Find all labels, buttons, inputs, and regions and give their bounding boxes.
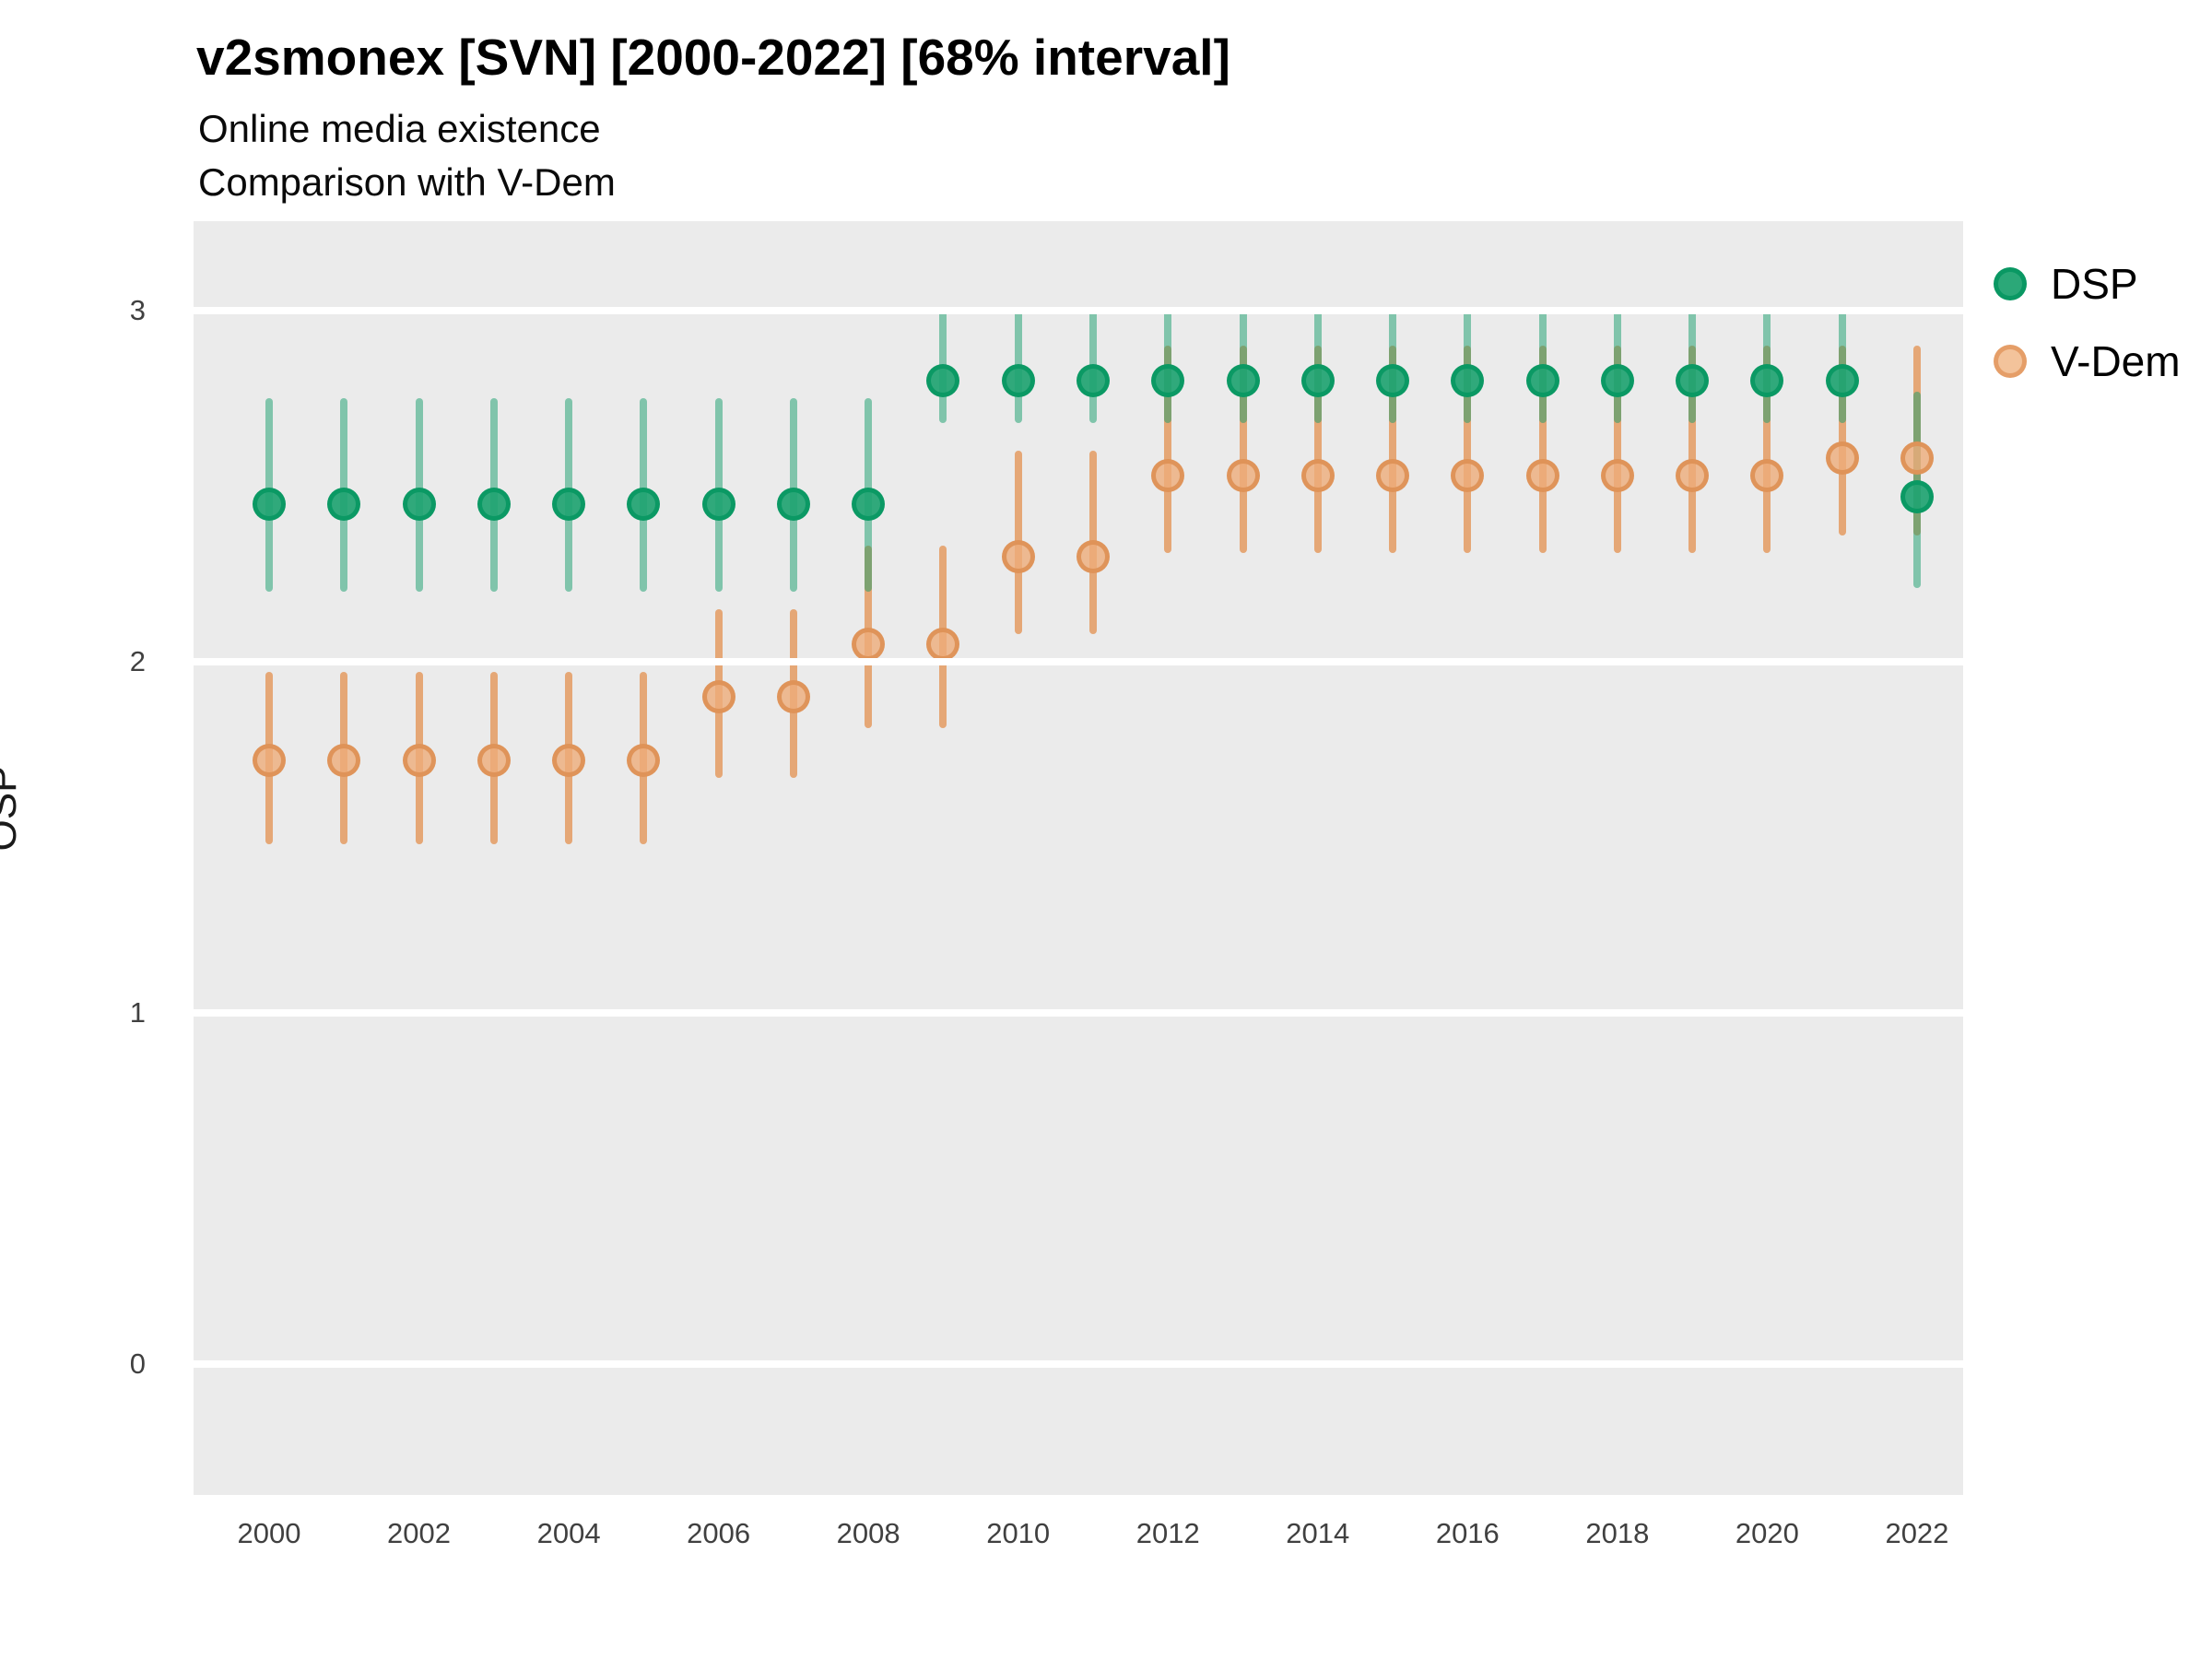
y-tick-0: 0 (129, 1347, 146, 1380)
dsp-point-2007 (776, 487, 810, 521)
gridline-y-3 (194, 307, 1963, 314)
y-tick-1: 1 (129, 996, 146, 1029)
x-tick-2014: 2014 (1286, 1517, 1350, 1549)
vdem-point-2020 (1750, 459, 1784, 493)
y-tick-3: 3 (129, 294, 146, 326)
dsp-point-2022 (1900, 479, 1934, 513)
dsp-point-2008 (852, 487, 886, 521)
gridline-y-0 (194, 1360, 1963, 1368)
vdem-interval-2021 (1838, 346, 1846, 535)
x-tick-2000: 2000 (237, 1517, 301, 1549)
dsp-swatch-icon (1994, 267, 2027, 300)
dsp-point-2001 (327, 487, 361, 521)
legend-label-dsp: DSP (2051, 260, 2138, 308)
vdem-point-2006 (701, 680, 735, 714)
dsp-point-2019 (1676, 364, 1710, 398)
vdem-interval-2013 (1239, 346, 1247, 553)
vdem-point-2004 (552, 743, 586, 777)
y-tick-2: 2 (129, 645, 146, 677)
dsp-point-2015 (1376, 364, 1410, 398)
dsp-point-2012 (1151, 364, 1185, 398)
vdem-point-2022 (1900, 441, 1934, 476)
legend-item-vdem: V-Dem (1994, 336, 2181, 386)
dsp-point-2018 (1600, 364, 1634, 398)
legend-label-vdem: V-Dem (2051, 337, 2181, 385)
dsp-point-2010 (1001, 364, 1035, 398)
x-tick-2020: 2020 (1735, 1517, 1799, 1549)
vdem-interval-2019 (1688, 346, 1697, 553)
gridline-y-2 (194, 658, 1963, 665)
vdem-interval-2020 (1763, 346, 1771, 553)
vdem-point-2008 (852, 627, 886, 661)
vdem-interval-2017 (1538, 346, 1547, 553)
x-tick-2010: 2010 (986, 1517, 1051, 1549)
vdem-point-2015 (1376, 459, 1410, 493)
vdem-point-2002 (402, 743, 436, 777)
legend: DSP V-Dem (1994, 259, 2181, 386)
vdem-point-2010 (1001, 539, 1035, 573)
vdem-point-2016 (1451, 459, 1485, 493)
vdem-point-2019 (1676, 459, 1710, 493)
x-tick-2004: 2004 (536, 1517, 601, 1549)
x-tick-2022: 2022 (1885, 1517, 1949, 1549)
vdem-point-2000 (253, 743, 286, 777)
vdem-point-2005 (627, 743, 661, 777)
plot-panel (194, 221, 1963, 1495)
vdem-point-2021 (1825, 441, 1859, 476)
x-tick-2002: 2002 (387, 1517, 452, 1549)
x-tick-2016: 2016 (1435, 1517, 1500, 1549)
vdem-interval-2018 (1613, 346, 1621, 553)
vdem-point-2012 (1151, 459, 1185, 493)
dsp-point-2002 (402, 487, 436, 521)
chart-subtitle: Online media existence (198, 107, 601, 150)
vdem-point-2018 (1600, 459, 1634, 493)
vdem-point-2003 (477, 743, 511, 777)
dsp-point-2013 (1226, 364, 1260, 398)
vdem-point-2001 (327, 743, 361, 777)
x-tick-2018: 2018 (1585, 1517, 1650, 1549)
dsp-point-2005 (627, 487, 661, 521)
dsp-point-2017 (1525, 364, 1559, 398)
vdem-point-2011 (1076, 539, 1110, 573)
x-tick-2006: 2006 (687, 1517, 751, 1549)
dsp-point-2020 (1750, 364, 1784, 398)
dsp-point-2000 (253, 487, 286, 521)
dsp-point-2011 (1076, 364, 1110, 398)
vdem-interval-2016 (1464, 346, 1472, 553)
legend-item-dsp: DSP (1994, 259, 2181, 309)
chart-subtitle-comparison: Comparison with V-Dem (198, 160, 616, 204)
dsp-point-2021 (1825, 364, 1859, 398)
vdem-interval-2014 (1313, 346, 1322, 553)
dsp-point-2006 (701, 487, 735, 521)
vdem-point-2013 (1226, 459, 1260, 493)
dsp-point-2016 (1451, 364, 1485, 398)
vdem-point-2017 (1525, 459, 1559, 493)
dsp-point-2004 (552, 487, 586, 521)
x-tick-2008: 2008 (836, 1517, 900, 1549)
vdem-point-2007 (776, 680, 810, 714)
vdem-swatch-icon (1994, 345, 2027, 378)
dsp-point-2003 (477, 487, 511, 521)
dsp-point-2009 (926, 364, 960, 398)
vdem-interval-2015 (1389, 346, 1397, 553)
vdem-interval-2012 (1164, 346, 1172, 553)
vdem-point-2014 (1300, 459, 1335, 493)
gridline-y-1 (194, 1009, 1963, 1017)
chart-title: v2smonex [SVN] [2000-2022] [68% interval… (196, 29, 1230, 86)
x-tick-2012: 2012 (1135, 1517, 1200, 1549)
dsp-point-2014 (1300, 364, 1335, 398)
